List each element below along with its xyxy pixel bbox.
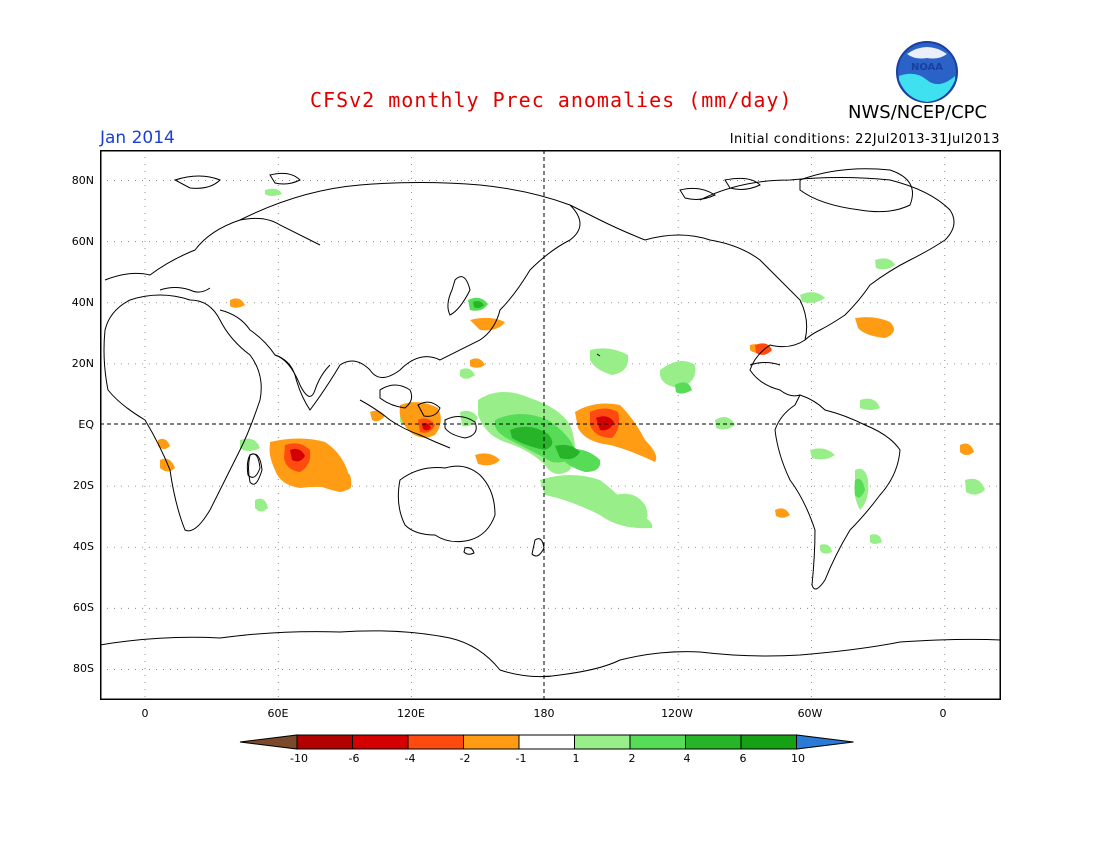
lat-label-80n: 80N — [71, 174, 94, 187]
colorbar-tick: -6 — [348, 752, 360, 765]
svg-text:NOAA: NOAA — [911, 62, 943, 73]
colorbar-bin — [518, 734, 575, 750]
colorbar-arrow-low — [239, 734, 298, 750]
colorbar — [239, 734, 854, 750]
colorbar-tick: 1 — [572, 752, 580, 765]
gridlines — [100, 150, 1001, 700]
colorbar-bin — [407, 734, 464, 750]
lat-label-eq: EQ — [78, 418, 94, 431]
lon-label-180: 180 — [533, 707, 555, 720]
noaa-logo: NOAA — [896, 41, 958, 103]
lon-label-0-east: 0 — [939, 707, 947, 720]
anomaly-dry-very-strong — [290, 416, 614, 462]
forecast-month: Jan 2014 — [100, 128, 175, 148]
lon-label-120e: 120E — [397, 707, 425, 720]
colorbar-bin — [463, 734, 520, 750]
lon-label-0-west: 0 — [141, 707, 149, 720]
lat-label-40n: 40N — [71, 296, 94, 309]
colorbar-bin — [740, 734, 797, 750]
colorbar-tick: -1 — [515, 752, 527, 765]
colorbar-bin — [352, 734, 409, 750]
lat-label-20n: 20N — [71, 357, 94, 370]
agency-label: NWS/NCEP/CPC — [848, 102, 988, 123]
colorbar-tick: 2 — [628, 752, 636, 765]
lon-label-120w: 120W — [661, 707, 693, 720]
colorbar-tick: 10 — [791, 752, 805, 765]
colorbar-bin — [685, 734, 742, 750]
lon-label-60w: 60W — [797, 707, 823, 720]
lat-label-40s: 40S — [73, 540, 94, 553]
colorbar-tick: -2 — [459, 752, 471, 765]
colorbar-bin — [574, 734, 631, 750]
colorbar-tick: 6 — [739, 752, 747, 765]
precip-anomaly-map — [100, 150, 1001, 700]
lat-label-20s: 20S — [73, 479, 94, 492]
anomaly-wet-light — [240, 188, 985, 554]
lat-label-60s: 60S — [73, 601, 94, 614]
lon-label-60e: 60E — [267, 707, 289, 720]
lat-label-60n: 60N — [71, 235, 94, 248]
anomaly-wet-strong — [473, 301, 580, 460]
map-frame — [100, 150, 1001, 700]
colorbar-tick: -4 — [404, 752, 416, 765]
colorbar-tick: 4 — [683, 752, 691, 765]
initial-conditions: Initial conditions: 22Jul2013-31Jul2013 — [729, 132, 1000, 147]
colorbar-arrow-high — [796, 734, 854, 750]
coastlines — [100, 168, 1001, 678]
colorbar-bin — [296, 734, 353, 750]
colorbar-tick: -10 — [290, 752, 308, 765]
lat-label-80s: 80S — [73, 662, 94, 675]
colorbar-bin — [629, 734, 686, 750]
chart-title: CFSv2 monthly Prec anomalies (mm/day) — [310, 88, 793, 112]
